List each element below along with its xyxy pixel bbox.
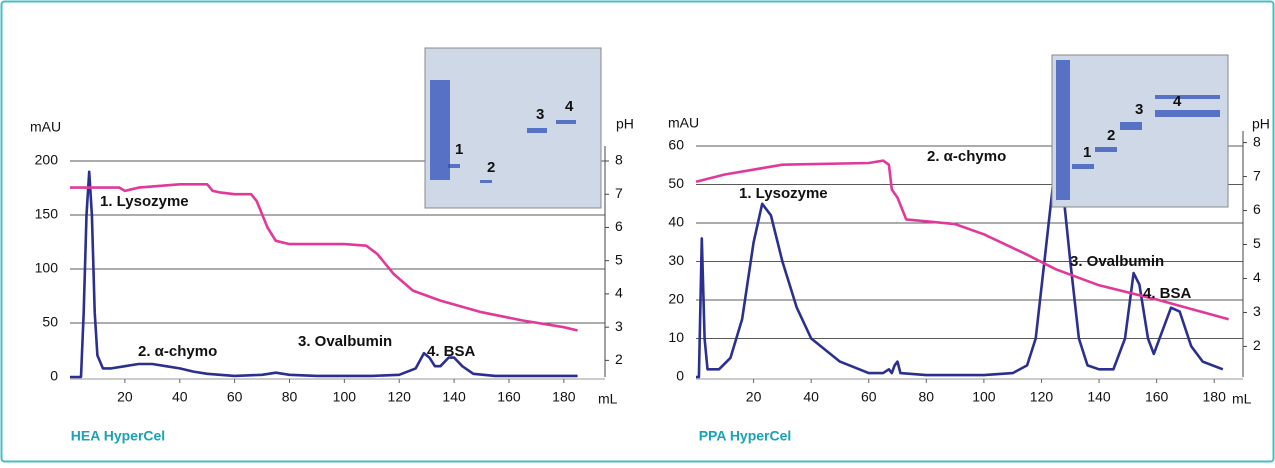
gel-band <box>1095 147 1117 152</box>
y2-tick-label: 5 <box>615 251 623 267</box>
y2-tick-label: 7 <box>615 185 623 201</box>
y-tick-label: 40 <box>668 214 684 230</box>
y-tick-label: 0 <box>50 368 58 384</box>
inset-label: 4 <box>565 98 574 115</box>
y2-tick-label: 8 <box>615 152 623 168</box>
x-axis-label: mL <box>1232 391 1252 407</box>
gel-band <box>1120 122 1142 130</box>
y-axis-label: mAU <box>668 115 699 131</box>
series-line <box>70 170 578 379</box>
y2-tick-label: 7 <box>1253 167 1261 183</box>
chart-title: PPA HyperCel <box>699 428 792 444</box>
y2-tick-label: 4 <box>615 285 623 301</box>
y-tick-label: 10 <box>668 329 684 345</box>
gel-band <box>1155 110 1220 117</box>
x-tick-label: 60 <box>227 389 243 405</box>
inset-label: 2 <box>487 159 495 176</box>
x-tick-label: 140 <box>442 389 466 405</box>
y2-tick-label: 3 <box>615 318 623 334</box>
y-tick-label: 200 <box>35 152 59 168</box>
y-tick-label: 30 <box>668 252 684 268</box>
y2-tick-label: 6 <box>1253 201 1261 217</box>
x-tick-label: 120 <box>1030 389 1054 405</box>
x-tick-label: 120 <box>388 389 412 405</box>
y2-axis-label: pH <box>1252 116 1270 132</box>
gel-band <box>1072 164 1094 169</box>
x-axis-label: mL <box>598 391 618 407</box>
y2-tick-label: 2 <box>1253 337 1261 353</box>
x-tick-label: 100 <box>333 389 357 405</box>
x-tick-label: 180 <box>1203 389 1227 405</box>
gel-band <box>556 120 576 124</box>
inset-label: 3 <box>536 106 544 123</box>
gel-image <box>1051 54 1229 208</box>
gel-image <box>424 47 602 209</box>
series-line <box>696 164 1224 379</box>
y-tick-label: 50 <box>42 314 58 330</box>
gel-band <box>527 128 547 133</box>
y-tick-label: 60 <box>668 137 684 153</box>
x-tick-label: 100 <box>972 389 996 405</box>
annotation: 3. Ovalbumin <box>298 333 392 350</box>
y-tick-label: 0 <box>676 368 684 384</box>
inset-label: 1 <box>1083 144 1091 161</box>
annotation: 1. Lysozyme <box>100 193 189 210</box>
annotation: 3. Ovalbumin <box>1070 253 1164 270</box>
annotation: 4. BSA <box>427 343 476 360</box>
inset-label: 1 <box>455 141 463 158</box>
annotation: 4. BSA <box>1143 285 1192 302</box>
x-tick-label: 20 <box>746 389 762 405</box>
gel-band <box>1056 60 1070 200</box>
gel-band <box>448 164 460 168</box>
gel-band <box>1155 95 1220 99</box>
y2-axis-label: pH <box>616 116 634 132</box>
y-axis-label: mAU <box>30 119 61 135</box>
y2-tick-label: 8 <box>1253 133 1261 149</box>
y-tick-label: 150 <box>35 206 59 222</box>
x-tick-label: 160 <box>1145 389 1169 405</box>
series-line <box>70 183 578 332</box>
x-tick-label: 40 <box>172 389 188 405</box>
chart-title: HEA HyperCel <box>71 428 165 444</box>
y2-tick-label: 3 <box>1253 303 1261 319</box>
y-tick-label: 50 <box>668 175 684 191</box>
gel-band <box>430 80 450 180</box>
x-tick-label: 180 <box>552 389 576 405</box>
gel-band <box>480 180 492 183</box>
inset-label: 3 <box>1135 101 1143 118</box>
x-tick-label: 40 <box>803 389 819 405</box>
annotation: 1. Lysozyme <box>739 185 828 202</box>
x-tick-label: 60 <box>861 389 877 405</box>
series-line <box>695 159 1229 321</box>
x-tick-label: 20 <box>117 389 133 405</box>
annotation: 2. α-chymo <box>138 343 217 360</box>
y2-tick-label: 4 <box>1253 269 1261 285</box>
y2-tick-label: 6 <box>615 218 623 234</box>
y2-tick-label: 5 <box>1253 235 1261 251</box>
y2-tick-label: 2 <box>615 351 623 367</box>
inset-label: 4 <box>1173 93 1182 110</box>
x-tick-label: 80 <box>282 389 298 405</box>
y-tick-label: 100 <box>35 260 59 276</box>
y-tick-label: 20 <box>668 291 684 307</box>
x-tick-label: 140 <box>1087 389 1111 405</box>
annotation: 2. α-chymo <box>927 148 1006 165</box>
inset-label: 2 <box>1107 127 1115 144</box>
x-tick-label: 160 <box>497 389 521 405</box>
x-tick-label: 80 <box>919 389 935 405</box>
